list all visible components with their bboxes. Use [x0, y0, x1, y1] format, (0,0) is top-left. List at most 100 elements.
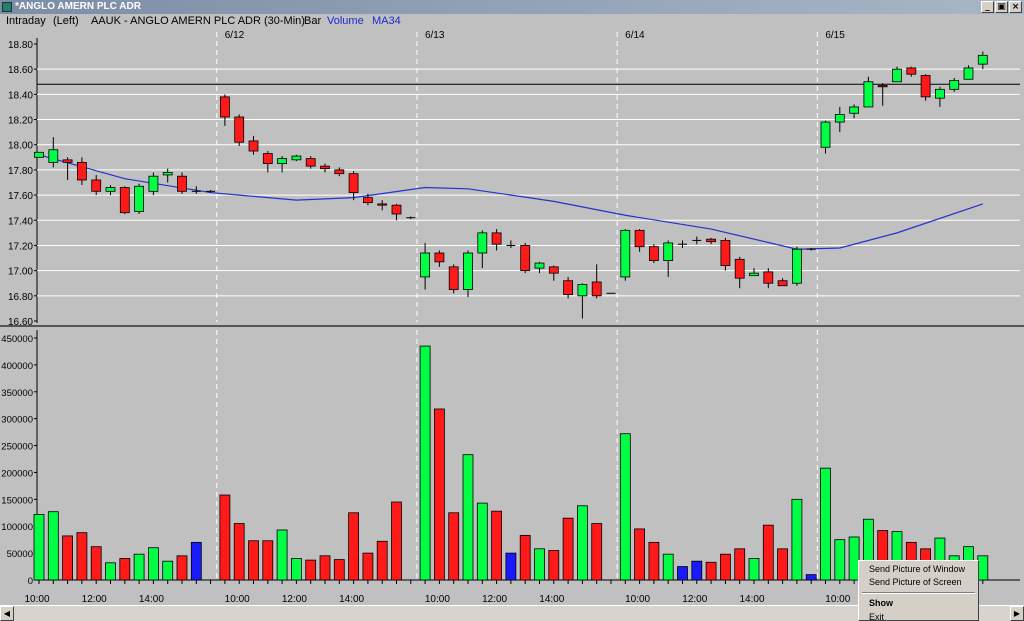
volume-bar-group[interactable] [634, 528, 645, 584]
maximize-button[interactable]: ▣ [995, 1, 1008, 13]
price-candle[interactable] [678, 240, 687, 248]
price-candle[interactable] [506, 240, 516, 248]
price-candle[interactable] [448, 264, 459, 294]
price-candle[interactable] [234, 114, 245, 146]
volume-bar-group[interactable] [834, 539, 846, 584]
price-candle[interactable] [777, 278, 788, 287]
minimize-button[interactable]: _ [981, 1, 994, 13]
price-candle[interactable] [820, 120, 831, 154]
volume-bar-group[interactable] [848, 536, 860, 584]
price-candle[interactable] [963, 65, 974, 80]
volume-bar-group[interactable] [619, 433, 631, 584]
volume-bar-group[interactable] [333, 559, 345, 584]
price-candle[interactable] [477, 230, 488, 269]
price-candle[interactable] [649, 244, 659, 264]
volume-bar-group[interactable] [577, 505, 588, 584]
price-candle[interactable] [362, 193, 373, 206]
volume-bar-group[interactable] [62, 535, 73, 584]
price-candle[interactable] [806, 247, 816, 251]
volume-bar-group[interactable] [519, 534, 531, 584]
price-candle[interactable] [119, 186, 130, 214]
volume-bar-group[interactable] [147, 547, 159, 584]
price-candle[interactable] [834, 106, 845, 133]
price-candle[interactable] [920, 74, 931, 101]
volume-bar-group[interactable] [433, 408, 445, 584]
price-candle[interactable] [248, 135, 259, 155]
price-candle[interactable] [162, 168, 173, 183]
volume-bar-group[interactable] [90, 546, 102, 584]
price-candle[interactable] [763, 268, 774, 289]
volume-bar-group[interactable] [362, 552, 374, 584]
price-candle[interactable] [320, 163, 330, 173]
volume-bar-group[interactable] [119, 558, 131, 584]
scroll-left-button[interactable]: ◀ [0, 606, 14, 621]
price-candle[interactable] [849, 104, 859, 119]
price-candle[interactable] [406, 216, 416, 220]
volume-bar-group[interactable] [376, 540, 388, 584]
price-candle[interactable] [563, 276, 573, 299]
volume-bar-group[interactable] [591, 523, 603, 584]
volume-bar-group[interactable] [162, 560, 174, 584]
price-candle[interactable] [277, 156, 288, 173]
ma34-line[interactable] [38, 154, 983, 250]
volume-bar-group[interactable] [33, 513, 45, 584]
volume-bar-group[interactable] [720, 553, 731, 584]
price-candle[interactable] [892, 66, 902, 83]
price-candle[interactable] [262, 151, 273, 173]
volume-bar-group[interactable] [276, 529, 288, 584]
volume-bar-group[interactable] [820, 467, 831, 584]
volume-bar-group[interactable] [476, 502, 488, 584]
price-candle[interactable] [191, 186, 201, 194]
price-candle[interactable] [48, 137, 59, 168]
price-candle[interactable] [577, 283, 588, 319]
volume-bar-group[interactable] [462, 454, 474, 584]
volume-bar-group[interactable] [748, 558, 760, 584]
price-candle[interactable] [305, 156, 316, 169]
price-candle[interactable] [534, 261, 545, 274]
volume-bar-group[interactable] [262, 540, 274, 584]
volume-bar-group[interactable] [248, 540, 259, 584]
price-candle[interactable] [291, 154, 302, 162]
volume-bar-group[interactable] [648, 541, 660, 584]
price-candle[interactable] [749, 268, 759, 277]
price-candle[interactable] [219, 94, 230, 126]
volume-bar-group[interactable] [505, 552, 517, 584]
volume-bar-group[interactable] [734, 548, 746, 584]
volume-bar-group[interactable] [305, 559, 317, 584]
volume-bar-group[interactable] [562, 517, 574, 584]
close-button[interactable]: × [1009, 1, 1022, 13]
price-candle[interactable] [863, 76, 874, 108]
scroll-right-button[interactable]: ▶ [1010, 606, 1024, 621]
price-candle[interactable] [977, 51, 988, 70]
price-candle[interactable] [105, 185, 116, 196]
price-candle[interactable] [591, 264, 602, 299]
volume-bar-group[interactable] [534, 548, 545, 584]
volume-bar-group[interactable] [791, 498, 803, 584]
volume-bar-group[interactable] [491, 510, 503, 584]
volume-bar-group[interactable] [290, 558, 302, 584]
price-candle[interactable] [391, 203, 402, 221]
volume-bar-group[interactable] [47, 511, 59, 584]
price-candle[interactable] [692, 236, 702, 245]
price-candle[interactable] [434, 250, 445, 267]
volume-bar-group[interactable] [662, 553, 674, 584]
volume-bar-group[interactable] [105, 562, 116, 584]
price-candle[interactable] [720, 237, 731, 271]
price-candle[interactable] [949, 77, 960, 92]
chart-canvas[interactable]: 18.80 18.60 18.40 18.20 18.00 17.80 17.60 17.40… [0, 30, 1024, 605]
price-candle[interactable] [206, 190, 216, 193]
volume-bar-group[interactable] [548, 550, 560, 584]
price-pane[interactable]: 18.80 18.60 18.40 18.20 18.00 17.80 17.60 17.40… [8, 30, 1020, 328]
menu-item-send-window[interactable]: Send Picture of Window [869, 564, 966, 574]
price-candle[interactable] [348, 171, 359, 201]
volume-bar-group[interactable] [348, 512, 360, 584]
price-candle[interactable] [177, 172, 187, 194]
price-candle[interactable] [906, 66, 917, 77]
price-candle[interactable] [334, 167, 345, 177]
price-candle[interactable] [134, 183, 145, 214]
context-menu[interactable]: Send Picture of Window Send Picture of S… [858, 560, 979, 621]
price-candle[interactable] [792, 246, 802, 286]
volume-bar-group[interactable] [319, 555, 331, 584]
volume-bar-group[interactable] [190, 541, 202, 584]
volume-bar-group[interactable] [777, 548, 788, 584]
